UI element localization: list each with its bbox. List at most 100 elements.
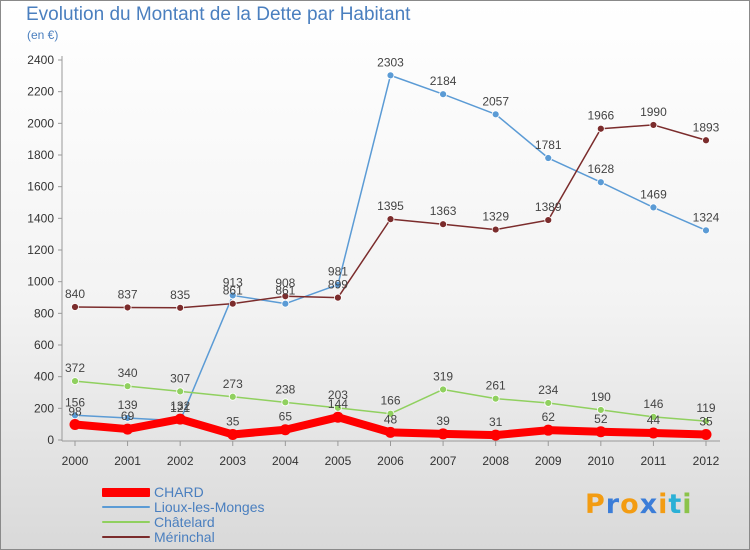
data-point-chatelard <box>596 406 605 414</box>
data-label-lioux-les-monges: 1781 <box>535 138 562 152</box>
y-tick-label: 0 <box>47 433 54 447</box>
data-point-merinchal <box>439 220 447 229</box>
data-point-chard <box>595 426 607 438</box>
data-point-chatelard <box>334 403 342 412</box>
data-point-lioux-les-monges <box>491 110 500 119</box>
data-label-chard: 48 <box>384 412 398 426</box>
x-tick-label: 2005 <box>325 454 352 468</box>
data-point-merinchal <box>281 292 290 301</box>
data-point-merinchal <box>544 216 553 224</box>
data-label-lioux-les-monges: 861 <box>275 284 295 298</box>
data-point-chatelard <box>439 385 447 394</box>
data-label-chatelard: 340 <box>118 366 138 380</box>
legend-label-lioux-les-monges: Lioux-les-Monges <box>154 499 265 515</box>
data-label-merinchal: 1990 <box>640 105 667 119</box>
data-point-chard <box>69 418 81 430</box>
data-point-chatelard <box>702 417 710 426</box>
data-point-lioux-les-monges <box>228 291 237 300</box>
data-label-chard: 35 <box>226 414 240 428</box>
data-label-chatelard: 203 <box>328 388 348 402</box>
data-point-chard <box>332 411 344 423</box>
data-label-chard: 132 <box>170 399 190 413</box>
data-point-merinchal <box>228 299 237 308</box>
data-point-merinchal <box>491 225 500 234</box>
data-point-lioux-les-monges <box>544 154 553 162</box>
data-point-merinchal <box>123 303 132 312</box>
y-tick-label: 800 <box>34 306 54 320</box>
legend-swatch-merinchal <box>102 536 150 538</box>
data-point-lioux-les-monges <box>439 90 447 99</box>
data-label-chatelard: 234 <box>538 383 558 397</box>
data-point-lioux-les-monges <box>596 178 605 187</box>
x-tick-label: 2004 <box>272 454 299 468</box>
logo-letter: o <box>620 489 640 520</box>
data-label-lioux-les-monges: 913 <box>223 275 243 289</box>
data-point-chard <box>385 426 396 438</box>
data-point-merinchal <box>649 121 658 129</box>
data-label-chard: 62 <box>542 410 556 424</box>
legend-swatch-chard <box>102 488 150 497</box>
data-point-chatelard <box>281 398 290 407</box>
y-tick-label: 2200 <box>27 85 54 99</box>
data-point-chard <box>490 429 502 441</box>
data-label-chard: 52 <box>594 412 608 426</box>
data-point-merinchal <box>702 136 710 145</box>
data-label-lioux-les-monges: 139 <box>118 398 138 412</box>
legend-swatch-lioux-les-monges <box>102 506 150 508</box>
x-tick-label: 2002 <box>167 454 194 468</box>
x-tick-label: 2001 <box>114 454 141 468</box>
data-point-lioux-les-monges <box>281 299 290 308</box>
data-point-chatelard <box>649 412 658 421</box>
data-point-chatelard <box>71 377 79 386</box>
data-label-merinchal: 1395 <box>377 199 404 213</box>
y-tick-label: 1000 <box>27 275 54 289</box>
data-point-lioux-les-monges <box>702 226 710 235</box>
data-label-lioux-les-monges: 1628 <box>587 162 614 176</box>
x-tick-label: 2010 <box>587 454 614 468</box>
y-tick-label: 1200 <box>27 243 54 257</box>
y-tick-label: 1800 <box>27 148 54 162</box>
x-tick-label: 2009 <box>535 454 562 468</box>
series-line-lioux-les-monges <box>74 74 707 422</box>
chart-title: Evolution du Montant de la Dette par Hab… <box>26 4 411 25</box>
data-label-chard: 31 <box>489 415 503 429</box>
data-label-lioux-les-monges: 1324 <box>693 210 720 224</box>
data-point-merinchal <box>71 303 79 311</box>
data-label-chatelard: 273 <box>223 377 243 391</box>
data-label-merinchal: 908 <box>275 276 295 290</box>
logo-letter: i <box>658 489 669 520</box>
data-label-lioux-les-monges: 1469 <box>640 187 667 201</box>
logo-letter: t <box>668 489 683 520</box>
data-point-lioux-les-monges <box>386 71 395 80</box>
data-point-merinchal <box>176 303 185 312</box>
legend-label-merinchal: Mérinchal <box>154 529 215 545</box>
data-label-chard: 35 <box>699 414 713 428</box>
data-point-chatelard <box>228 392 237 401</box>
data-label-chatelard: 238 <box>275 382 295 396</box>
data-point-chatelard <box>491 394 500 403</box>
data-label-merinchal: 899 <box>328 278 348 292</box>
data-point-chard <box>437 428 449 440</box>
data-point-chard <box>279 424 291 436</box>
data-point-lioux-les-monges <box>334 280 342 289</box>
data-label-chatelard: 146 <box>643 397 663 411</box>
data-label-merinchal: 1893 <box>693 120 720 134</box>
data-point-lioux-les-monges <box>71 411 79 420</box>
data-point-chard <box>122 423 134 435</box>
data-point-merinchal <box>596 124 605 133</box>
data-point-chatelard <box>544 399 553 407</box>
data-point-chatelard <box>176 387 185 396</box>
data-label-lioux-les-monges: 156 <box>65 395 85 409</box>
data-label-chatelard: 319 <box>433 369 453 383</box>
data-point-chard <box>647 427 659 439</box>
data-point-chard <box>542 424 554 436</box>
data-label-merinchal: 840 <box>65 287 85 301</box>
data-label-lioux-les-monges: 121 <box>170 401 190 415</box>
data-label-merinchal: 1363 <box>430 204 457 218</box>
x-tick-label: 2003 <box>219 454 246 468</box>
logo-letter: i <box>682 489 693 520</box>
x-tick-label: 2011 <box>641 454 667 468</box>
data-label-chatelard: 119 <box>696 401 715 415</box>
chart-subtitle: (en €) <box>27 28 59 42</box>
